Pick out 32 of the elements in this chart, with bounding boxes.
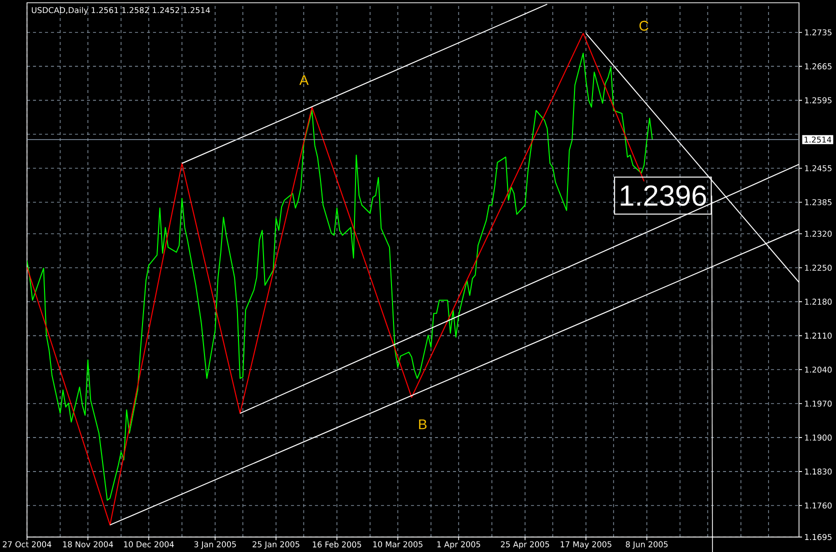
y-tick-label: 1.2040 [805,366,832,373]
y-tick-label: 1.2110 [805,332,832,339]
annotation: A [299,75,309,85]
x-tick-label: 3 Jan 2005 [194,541,236,549]
ref-line-label: 1.2514 [804,136,832,143]
y-tick-label: 1.2250 [805,264,832,271]
y-tick-label: 1.2665 [805,63,832,70]
y-tick-label: 1.2735 [805,29,832,36]
x-tick-label: 18 Nov 2004 [63,541,114,548]
y-tick-label: 1.1830 [805,468,832,475]
annotation: C [639,20,648,31]
x-tick-label: 10 Mar 2005 [373,541,422,548]
x-tick-label: 1 Apr 2005 [437,541,480,549]
x-tick-label: 17 May 2005 [560,541,612,549]
text: USDCAD,Daily 1.2561 1.2582 1.2452 1.2514 [32,6,210,15]
x-tick-label: 16 Feb 2005 [312,541,362,548]
y-tick-label: 1.1900 [805,434,832,441]
annotation: 1.2396 [620,185,706,206]
y-tick-label: 1.1695 [805,534,832,540]
annotation: B [419,419,427,430]
y-tick-label: 1.1760 [805,502,832,509]
y-tick-label: 1.2595 [805,97,832,104]
y-tick-label: 1.1970 [805,400,832,407]
y-tick-label: 1.2385 [805,199,832,206]
x-tick-label: 10 Dec 2004 [124,541,174,548]
x-tick-label: 27 Oct 2004 [2,541,52,548]
y-tick-label: 1.2180 [805,298,832,305]
x-tick-label: 25 Jan 2005 [252,541,300,549]
y-tick-label: 1.2455 [805,165,832,172]
x-tick-label: 25 Apr 2005 [500,541,550,549]
x-tick-label: 8 Jun 2005 [626,541,668,549]
y-tick-label: 1.2320 [805,230,832,237]
